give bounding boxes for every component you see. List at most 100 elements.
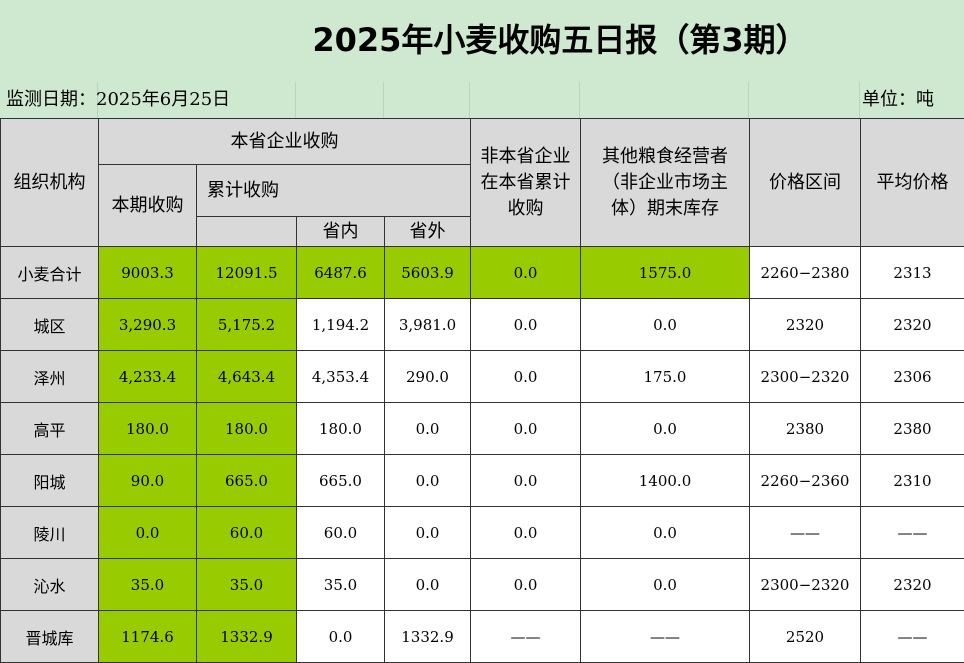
cell-price-range: 2380: [750, 403, 861, 455]
cell-nonlocal: ——: [471, 611, 581, 663]
cell-out-province: 5603.9: [385, 247, 471, 299]
cell-cumulative: 4,643.4: [197, 351, 297, 403]
cell-nonlocal: 0.0: [471, 559, 581, 611]
cell-price-range: 2300−2320: [750, 351, 861, 403]
cell-other-stock: ——: [581, 611, 750, 663]
cell-cumulative: 60.0: [197, 507, 297, 559]
row-org: 城区: [1, 299, 99, 351]
info-cell: [470, 82, 580, 118]
cell-in-province: 180.0: [297, 403, 385, 455]
cell-current: 90.0: [99, 455, 197, 507]
cell-avg-price: 2306: [861, 351, 964, 403]
report-title: 2025年小麦收购五日报（第3期）: [250, 14, 870, 66]
header-other-stock-text: 其他粮食经营者（非企业市场主体）期末库存: [581, 144, 749, 222]
header-current: 本期收购: [99, 165, 197, 247]
row-org: 泽州: [1, 351, 99, 403]
header-out-province: 省外: [385, 217, 471, 247]
cell-nonlocal: 0.0: [471, 299, 581, 351]
cell-cumulative: 12091.5: [197, 247, 297, 299]
cell-in-province: 0.0: [297, 611, 385, 663]
table-row: 高平 180.0 180.0 180.0 0.0 0.0 0.0 2380 23…: [1, 403, 964, 455]
cell-avg-price: ——: [861, 611, 964, 663]
table-row: 阳城 90.0 665.0 665.0 0.0 0.0 1400.0 2260−…: [1, 455, 964, 507]
date-value: 2025年6月25日: [96, 89, 230, 110]
cell-current: 3,290.3: [99, 299, 197, 351]
cell-price-range: ——: [750, 507, 861, 559]
row-org: 陵川: [1, 507, 99, 559]
cell-out-province: 0.0: [385, 507, 471, 559]
monitor-date: 监测日期：2025年6月25日: [6, 82, 230, 118]
info-cell: [580, 82, 749, 118]
cell-nonlocal: 0.0: [471, 507, 581, 559]
cell-current: 180.0: [99, 403, 197, 455]
cell-cumulative: 5,175.2: [197, 299, 297, 351]
cell-out-province: 0.0: [385, 559, 471, 611]
cell-price-range: 2320: [750, 299, 861, 351]
row-org: 阳城: [1, 455, 99, 507]
cell-cumulative: 665.0: [197, 455, 297, 507]
header-nonlocal-text: 非本省企业在本省累计收购: [471, 144, 580, 222]
cell-other-stock: 175.0: [581, 351, 750, 403]
cell-other-stock: 1400.0: [581, 455, 750, 507]
cell-out-province: 1332.9: [385, 611, 471, 663]
header-avg-price: 平均价格: [861, 119, 964, 247]
title-row: 2025年小麦收购五日报（第3期）: [0, 0, 964, 82]
cell-other-stock: 0.0: [581, 559, 750, 611]
cell-out-province: 3,981.0: [385, 299, 471, 351]
info-cell: [296, 82, 384, 118]
row-org: 晋城库: [1, 611, 99, 663]
cell-in-province: 1,194.2: [297, 299, 385, 351]
header-cumulative: 累计收购: [197, 165, 471, 217]
cell-cumulative: 35.0: [197, 559, 297, 611]
cell-other-stock: 1575.0: [581, 247, 750, 299]
cell-other-stock: 0.0: [581, 507, 750, 559]
header-local-purchase: 本省企业收购: [99, 119, 471, 165]
cell-nonlocal: 0.0: [471, 403, 581, 455]
cell-in-province: 6487.6: [297, 247, 385, 299]
header-nonlocal: 非本省企业在本省累计收购: [471, 119, 581, 247]
cell-in-province: 60.0: [297, 507, 385, 559]
cell-price-range: 2260−2360: [750, 455, 861, 507]
row-org: 小麦合计: [1, 247, 99, 299]
table-row: 沁水 35.0 35.0 35.0 0.0 0.0 0.0 2300−2320 …: [1, 559, 964, 611]
cell-price-range: 2520: [750, 611, 861, 663]
date-label: 监测日期：: [6, 89, 96, 110]
row-org: 高平: [1, 403, 99, 455]
header-cumulative-spacer: [197, 217, 297, 247]
cell-in-province: 35.0: [297, 559, 385, 611]
cell-avg-price: 2320: [861, 559, 964, 611]
purchase-table: 组织机构 本省企业收购 非本省企业在本省累计收购 其他粮食经营者（非企业市场主体…: [0, 118, 964, 663]
unit-label: 单位：吨: [862, 82, 934, 118]
row-org: 沁水: [1, 559, 99, 611]
info-cell: [384, 82, 470, 118]
table-row: 城区 3,290.3 5,175.2 1,194.2 3,981.0 0.0 0…: [1, 299, 964, 351]
cell-nonlocal: 0.0: [471, 351, 581, 403]
cell-current: 35.0: [99, 559, 197, 611]
cell-current: 4,233.4: [99, 351, 197, 403]
cell-other-stock: 0.0: [581, 299, 750, 351]
cell-cumulative: 180.0: [197, 403, 297, 455]
cell-out-province: 290.0: [385, 351, 471, 403]
info-row: 监测日期：2025年6月25日 单位：吨: [0, 82, 964, 118]
cell-in-province: 665.0: [297, 455, 385, 507]
table-row: 泽州 4,233.4 4,643.4 4,353.4 290.0 0.0 175…: [1, 351, 964, 403]
cell-out-province: 0.0: [385, 403, 471, 455]
cell-nonlocal: 0.0: [471, 247, 581, 299]
header-org: 组织机构: [1, 119, 99, 247]
cell-current: 0.0: [99, 507, 197, 559]
cell-cumulative: 1332.9: [197, 611, 297, 663]
table-row: 陵川 0.0 60.0 60.0 0.0 0.0 0.0 —— ——: [1, 507, 964, 559]
info-cell: [749, 82, 860, 118]
cell-current: 9003.3: [99, 247, 197, 299]
table-row: 小麦合计 9003.3 12091.5 6487.6 5603.9 0.0 15…: [1, 247, 964, 299]
cell-avg-price: 2313: [861, 247, 964, 299]
cell-in-province: 4,353.4: [297, 351, 385, 403]
cell-avg-price: 2310: [861, 455, 964, 507]
header-other-stock: 其他粮食经营者（非企业市场主体）期末库存: [581, 119, 750, 247]
cell-avg-price: 2380: [861, 403, 964, 455]
cell-nonlocal: 0.0: [471, 455, 581, 507]
cell-price-range: 2260−2380: [750, 247, 861, 299]
table-row: 晋城库 1174.6 1332.9 0.0 1332.9 —— —— 2520 …: [1, 611, 964, 663]
cell-avg-price: ——: [861, 507, 964, 559]
